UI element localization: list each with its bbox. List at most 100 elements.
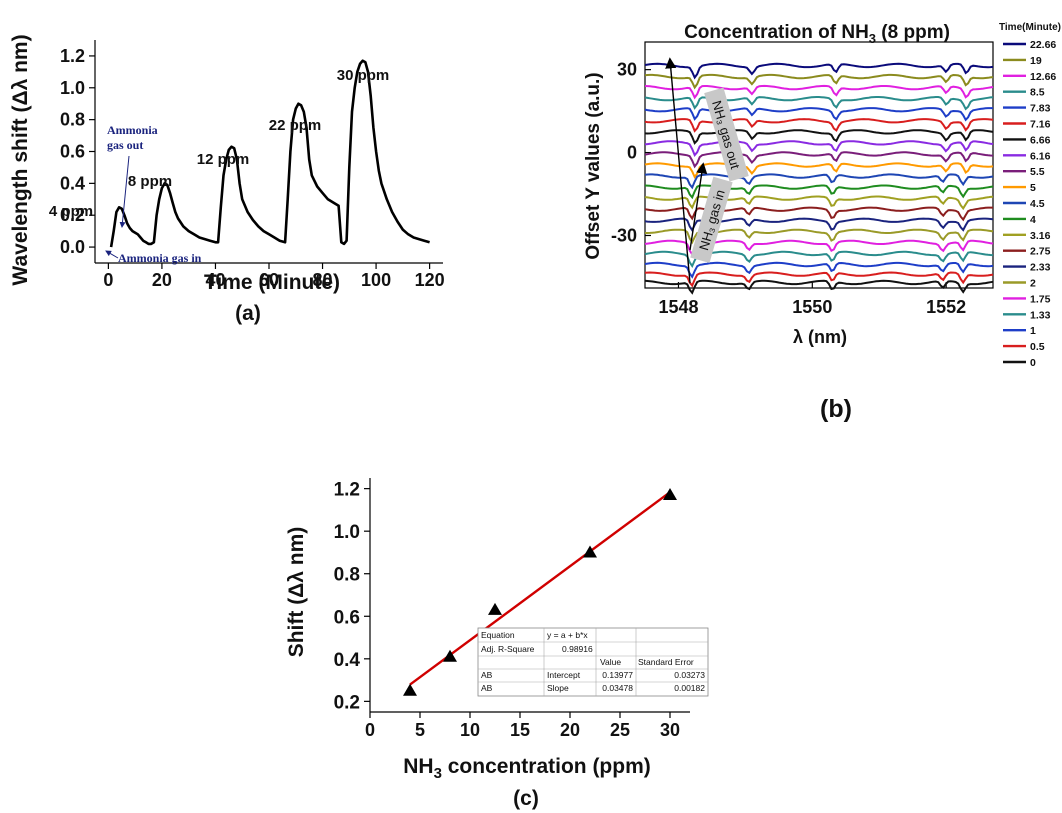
a-x-tick-label: 100	[361, 270, 391, 290]
b-y-axis-label: Offset Y values (a.u.)	[583, 72, 604, 259]
b-x-tick-label: 1548	[658, 297, 698, 317]
b-series-line	[644, 96, 994, 111]
a-ann-22ppm: 22 ppm	[269, 117, 322, 134]
b-legend-label: 6.66	[1030, 134, 1051, 146]
c-table-cell: AB	[481, 670, 493, 680]
a-y-tick-label: 0.8	[60, 110, 85, 130]
c-x-tick-label: 10	[460, 720, 480, 740]
b-y-tick-label: -30	[611, 225, 637, 245]
b-series-line	[644, 206, 993, 222]
panel-c: 0 5 10 15 20 25 30 0.2 0.4 0.6 0.8 1.0 1.2 Equation …	[285, 478, 709, 810]
c-x-tick-label: 0	[365, 720, 375, 740]
b-legend-title: Time(Minute)	[999, 22, 1061, 33]
b-legend-label: 0	[1030, 357, 1036, 369]
a-y-tick-label: 0.4	[60, 173, 85, 193]
c-x-tick-label: 25	[610, 720, 630, 740]
b-legend: 22.66 19 12.66 8.5 7.83 7.16 6.66 6.16 5.5 5 4.5 4 3…	[1003, 39, 1056, 369]
b-legend-label: 1	[1030, 325, 1036, 337]
c-data-point	[663, 488, 677, 501]
b-legend-label: 7.83	[1030, 103, 1051, 115]
b-legend-label: 1.75	[1030, 293, 1051, 305]
a-x-tick-label: 80	[313, 270, 333, 290]
b-series-line	[644, 129, 994, 145]
b-series-line	[644, 107, 993, 122]
b-legend-label: 1.33	[1030, 309, 1051, 321]
c-table-cell: 0.00182	[674, 683, 705, 693]
panel-a: 0 20 40 60 80 100 120 0.0 0.2 0.4 0.6 0.8 1.0 1.2 4 p…	[9, 34, 445, 325]
b-legend-label: 4	[1030, 214, 1036, 226]
c-table-cell: y = a + b*x	[547, 630, 588, 640]
b-panel-label: (b)	[820, 395, 852, 423]
a-x-tick-label: 40	[205, 270, 225, 290]
b-series-line	[644, 279, 994, 295]
b-series-line	[644, 84, 994, 100]
c-table-cell: Intercept	[547, 670, 581, 680]
b-y-tick-label: 30	[617, 60, 637, 80]
c-table-cell: AB	[481, 683, 493, 693]
b-series-line	[644, 140, 994, 157]
a-gas-in-arrow	[105, 250, 119, 259]
a-ann-8ppm: 8 ppm	[128, 173, 172, 190]
b-gas-in-arrow	[689, 162, 708, 251]
a-y-tick-label: 0.6	[60, 142, 85, 162]
b-legend-label: 12.66	[1030, 71, 1056, 83]
b-legend-label: 7.16	[1030, 119, 1051, 131]
b-legend-label: 19	[1030, 55, 1042, 67]
c-x-tick-label: 30	[660, 720, 680, 740]
c-x-tick-label: 20	[560, 720, 580, 740]
b-legend-label: 6.16	[1030, 150, 1051, 162]
a-y-tick-label: 0.2	[60, 205, 85, 225]
a-y-tick-label: 0.0	[60, 237, 85, 257]
c-table-cell: Equation	[481, 630, 515, 640]
c-stats-table: Equation y = a + b*x Adj. R-Square 0.989…	[477, 627, 709, 697]
a-y-axis-label: Wavelength shift (Δλ nm)	[9, 34, 32, 285]
b-gas-out-arrow	[665, 57, 691, 284]
a-ann-30ppm: 30 ppm	[337, 67, 390, 84]
b-plot-frame	[644, 41, 994, 289]
a-x-axis-label: Time (Minute)	[204, 271, 340, 294]
b-y-tick-label: 0	[627, 143, 637, 163]
c-table-cell: 0.13977	[602, 670, 633, 680]
c-data-point	[443, 649, 457, 662]
c-y-tick-label: 0.8	[334, 565, 360, 586]
b-series-line	[644, 271, 994, 288]
c-y-axis-label: Shift (Δλ nm)	[285, 527, 308, 658]
b-series-line	[644, 151, 994, 169]
b-gas-out-label-box: NH₃ gas out	[704, 87, 749, 182]
b-legend-label: 2.75	[1030, 246, 1051, 258]
b-series-line	[644, 184, 994, 200]
b-legend-label: 3.16	[1030, 230, 1051, 242]
c-y-tick-label: 0.6	[334, 607, 360, 628]
c-table-cell: 0.98916	[562, 644, 593, 654]
c-x-tick-label: 15	[510, 720, 530, 740]
c-table-cell: Value	[600, 657, 621, 667]
a-ann-gas-out-line2: gas out	[107, 138, 143, 152]
c-table-cell: Slope	[547, 683, 569, 693]
b-x-axis-label: λ (nm)	[793, 327, 847, 347]
c-data-point	[488, 602, 502, 615]
c-table-cell: 0.03273	[674, 670, 705, 680]
c-y-tick-label: 1.0	[334, 522, 360, 543]
c-y-tick-label: 0.2	[334, 692, 360, 713]
a-gas-out-arrow	[119, 155, 130, 228]
a-panel-label: (a)	[235, 302, 261, 325]
a-ann-4ppm: 4 ppm	[49, 203, 93, 220]
a-x-tick-label: 120	[415, 270, 445, 290]
b-title: Concentration of NH3 (8 ppm)	[684, 22, 950, 46]
b-legend-label: 2.33	[1030, 262, 1051, 274]
b-legend-label: 0.5	[1030, 341, 1045, 353]
c-x-axis-label: NH3 concentration (ppm)	[403, 755, 651, 782]
c-table-cell: Standard Error	[638, 657, 694, 667]
b-series-line	[644, 261, 994, 279]
b-legend-label: 22.66	[1030, 39, 1056, 51]
c-data-point	[403, 683, 417, 696]
a-x-tick-label: 0	[103, 270, 113, 290]
b-legend-label: 8.5	[1030, 87, 1045, 99]
b-x-tick-label: 1552	[926, 297, 966, 317]
c-table-cell: Adj. R-Square	[481, 644, 535, 654]
b-series-line	[644, 73, 994, 90]
b-series-line	[644, 118, 994, 133]
b-legend-label: 5	[1030, 182, 1036, 194]
